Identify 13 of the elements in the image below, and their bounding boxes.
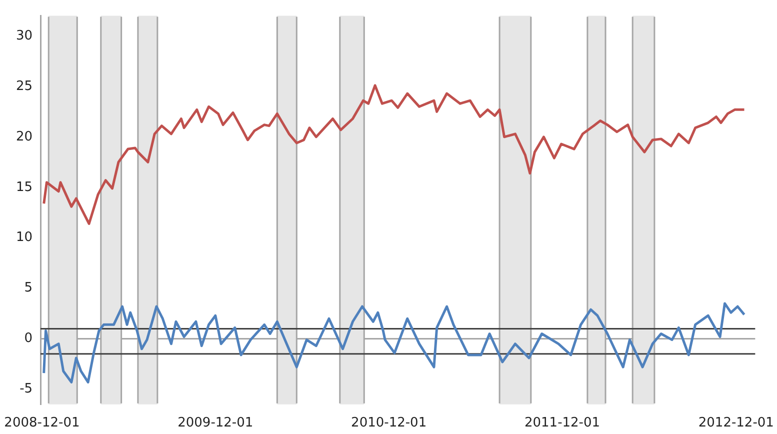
y-tick-label: 15: [16, 180, 33, 195]
y-tick-label: 0: [24, 331, 33, 346]
x-tick-label: 2008-12-01: [4, 416, 80, 431]
x-tick-label: 2012-12-01: [698, 416, 774, 431]
y-tick-label: 25: [16, 78, 33, 94]
y-tick-label: 20: [16, 129, 33, 144]
y-tick-label: 10: [16, 230, 33, 246]
y-tick-label: 5: [24, 280, 33, 296]
x-tick-label: 2009-12-01: [178, 416, 254, 431]
x-tick-label: 2010-12-01: [351, 416, 427, 431]
y-tick-label: -5: [20, 382, 33, 397]
y-tick-label: 30: [16, 28, 33, 44]
x-tick-label: 2011-12-01: [524, 416, 600, 431]
